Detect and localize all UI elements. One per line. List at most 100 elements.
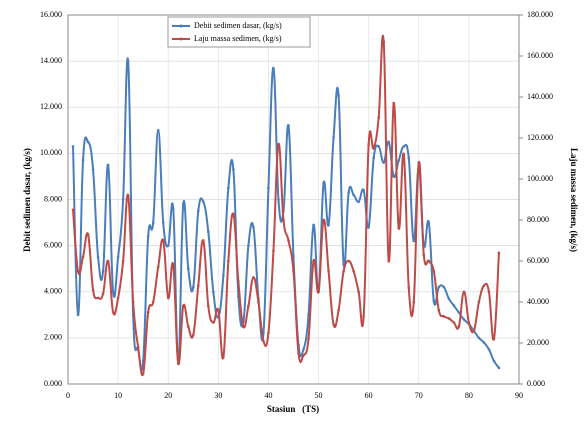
marker (297, 351, 300, 355)
marker (497, 366, 501, 370)
marker (212, 290, 215, 294)
marker (121, 198, 125, 201)
marker (352, 269, 355, 273)
marker (272, 249, 275, 253)
marker (186, 325, 190, 328)
marker (91, 288, 95, 292)
marker (402, 153, 406, 156)
marker (181, 304, 185, 308)
marker (191, 333, 195, 337)
y2-tick-label: 140.000 (527, 92, 553, 101)
marker (227, 259, 230, 263)
x-tick-label: 60 (365, 391, 373, 400)
marker (171, 263, 175, 267)
marker (332, 135, 335, 139)
y-tick-label: 10.000 (40, 148, 62, 157)
marker (217, 308, 220, 312)
marker (277, 142, 280, 146)
marker (287, 239, 290, 242)
marker (492, 359, 496, 363)
marker (302, 348, 305, 351)
legend-label: Debit sedimen dasar, (kg/s) (194, 21, 282, 30)
marker (91, 168, 95, 171)
marker (166, 244, 170, 247)
marker (362, 188, 365, 192)
marker (186, 267, 190, 270)
marker (322, 182, 325, 185)
marker (222, 356, 225, 359)
marker (151, 221, 155, 224)
x-tick-label: 0 (66, 391, 70, 400)
marker (367, 142, 370, 146)
marker (81, 158, 85, 162)
marker (71, 208, 75, 212)
marker (257, 300, 260, 304)
y-tick-label: 0.000 (44, 379, 62, 388)
marker (392, 175, 396, 178)
marker (222, 274, 225, 277)
marker (302, 354, 305, 357)
marker (482, 284, 486, 287)
marker (161, 221, 165, 224)
marker (422, 253, 426, 257)
marker (477, 300, 481, 304)
x-tick-label: 40 (264, 391, 272, 400)
marker (106, 259, 110, 263)
marker (477, 336, 481, 340)
marker (447, 317, 451, 320)
legend-marker (179, 24, 183, 28)
marker (247, 304, 250, 308)
marker (357, 200, 360, 204)
y2-tick-label: 40.000 (527, 297, 549, 306)
marker (116, 296, 120, 300)
marker (267, 186, 270, 190)
y2-axis-label: Laju massa sedimen, (kg/s) (569, 148, 579, 252)
marker (126, 194, 130, 197)
x-tick-label: 90 (515, 391, 523, 400)
marker (207, 304, 210, 308)
marker (242, 325, 245, 328)
plot-border (67, 14, 520, 385)
marker (106, 163, 110, 167)
marker (407, 286, 411, 289)
y-tick-label: 12.000 (40, 102, 62, 111)
marker (232, 168, 235, 171)
marker (427, 221, 431, 224)
marker (141, 372, 145, 376)
marker (482, 341, 486, 344)
marker (462, 318, 466, 321)
marker (352, 193, 355, 197)
marker (96, 296, 100, 300)
marker (397, 158, 401, 162)
marker (262, 339, 265, 343)
marker (196, 284, 200, 287)
marker (382, 161, 386, 164)
y-tick-label: 8.000 (44, 194, 62, 203)
marker (272, 66, 275, 70)
marker (387, 259, 391, 263)
legend-box (167, 16, 311, 48)
marker (457, 325, 461, 328)
marker (156, 129, 160, 132)
marker (452, 304, 456, 307)
x-tick-label: 10 (114, 391, 122, 400)
marker (457, 311, 461, 314)
marker (372, 156, 375, 160)
marker (437, 285, 441, 289)
marker (277, 198, 280, 201)
x-tick-label: 80 (465, 391, 473, 400)
y2-tick-label: 0.000 (527, 379, 545, 388)
marker (452, 321, 456, 324)
marker (111, 310, 115, 314)
marker (227, 186, 230, 190)
marker (347, 259, 350, 263)
marker (357, 290, 360, 294)
y2-tick-label: 20.000 (527, 338, 549, 347)
marker (402, 145, 406, 148)
marker (462, 290, 466, 294)
marker (76, 313, 80, 317)
marker (146, 310, 150, 314)
marker (71, 145, 75, 148)
y2-tick-label: 180.000 (527, 10, 553, 19)
